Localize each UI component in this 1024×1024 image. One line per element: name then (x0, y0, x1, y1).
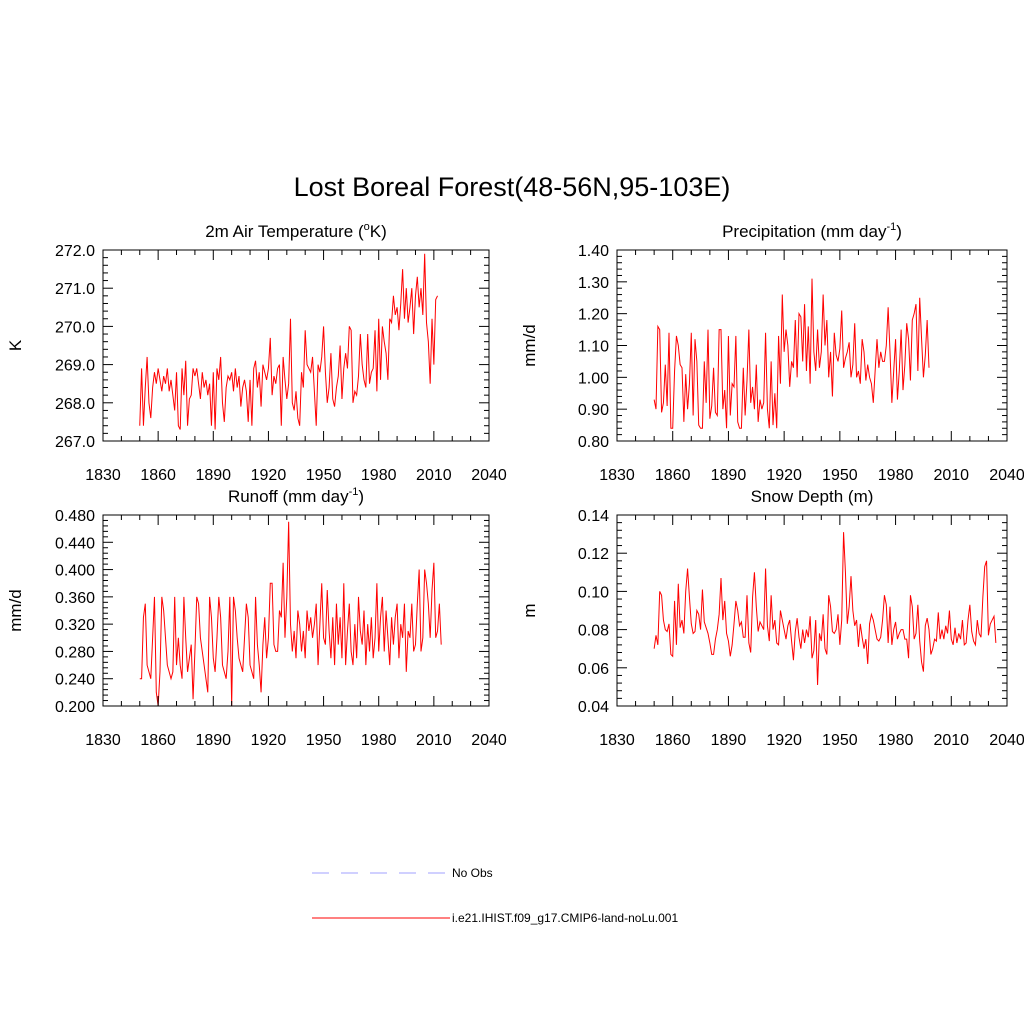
x-tick-label: 1860 (655, 467, 691, 484)
y-tick-label: 0.06 (578, 661, 609, 678)
y-axis-label: mm/d (520, 324, 539, 367)
x-tick-label: 1830 (599, 732, 635, 749)
y-tick-label: 0.12 (578, 546, 609, 563)
legend-obs-label: No Obs (452, 866, 493, 880)
x-tick-label: 1980 (878, 732, 914, 749)
x-tick-label: 1950 (822, 467, 858, 484)
y-tick-label: 0.480 (55, 508, 95, 525)
y-tick-label: 0.10 (578, 584, 609, 601)
y-tick-label: 0.400 (55, 563, 95, 580)
axis-ticks (102, 249, 490, 442)
y-tick-label: 0.240 (55, 672, 95, 689)
y-tick-label: 0.320 (55, 617, 95, 634)
y-tick-label: 1.30 (578, 275, 609, 292)
x-tick-label: 1890 (711, 467, 747, 484)
x-tick-label: 2010 (933, 467, 969, 484)
x-tick-label: 1860 (655, 732, 691, 749)
x-tick-label: 1950 (822, 732, 858, 749)
legend: No Obs i.e21.IHIST.f09_g17.CMIP6-land-no… (312, 866, 678, 925)
x-tick-label: 1920 (766, 467, 802, 484)
y-tick-label: 1.00 (578, 370, 609, 387)
plot-frame (102, 514, 490, 707)
panel-title: Runoff (mm day-1) (228, 486, 364, 506)
x-tick-label: 2010 (416, 467, 452, 484)
y-axis-label: m (520, 603, 539, 617)
plot-frame (102, 249, 490, 442)
y-tick-label: 1.20 (578, 307, 609, 324)
x-tick-label: 1830 (85, 732, 121, 749)
x-tick-label: 1980 (361, 467, 397, 484)
chart-panel-3: Runoff (mm day-1) mm/d 1830 1860 1890 1920 195… (6, 486, 507, 749)
y-tick-label: 1.40 (578, 243, 609, 260)
y-tick-label: 0.280 (55, 644, 95, 661)
y-tick-label: 271.0 (55, 281, 95, 298)
x-tick-label: 2010 (933, 732, 969, 749)
x-tick-label: 2040 (471, 467, 507, 484)
chart-panel-2: Precipitation (mm day-1) mm/d 1830 1860 1890… (520, 221, 1024, 484)
x-tick-label: 1950 (306, 732, 342, 749)
y-tick-label: 0.04 (578, 699, 609, 716)
model-series-line (139, 521, 442, 707)
x-tick-label: 2040 (471, 732, 507, 749)
axis-ticks (102, 514, 490, 707)
x-tick-label: 2010 (416, 732, 452, 749)
chart-panels: 2m Air Temperature (oK) K 1830 1860 1890 1920… (6, 221, 1024, 749)
x-tick-label: 1920 (251, 732, 287, 749)
model-series-line (653, 278, 930, 429)
x-tick-label: 2040 (989, 732, 1024, 749)
x-tick-label: 1860 (140, 467, 176, 484)
y-tick-label: 267.0 (55, 434, 95, 451)
model-series-line (139, 253, 438, 430)
x-tick-label: 1890 (195, 467, 231, 484)
x-tick-label: 1860 (140, 732, 176, 749)
axis-ticks (616, 514, 1008, 707)
y-tick-label: 268.0 (55, 396, 95, 413)
y-tick-label: 0.440 (55, 535, 95, 552)
plot-frame (616, 514, 1008, 707)
y-axis-label: K (6, 339, 25, 351)
x-tick-label: 1920 (251, 467, 287, 484)
chart-panel-4: Snow Depth (m) m 1830 1860 1890 1920 1950 1980 2… (520, 487, 1024, 749)
chart-panel-1: 2m Air Temperature (oK) K 1830 1860 1890 1920… (6, 221, 507, 484)
model-series-line (653, 532, 997, 686)
figure-title: Lost Boreal Forest(48-56N,95-103E) (294, 172, 731, 202)
legend-model-label: i.e21.IHIST.f09_g17.CMIP6-land-noLu.001 (452, 911, 678, 925)
axis-ticks (616, 249, 1008, 442)
panel-title: 2m Air Temperature (oK) (205, 221, 387, 241)
x-tick-label: 1920 (766, 732, 802, 749)
y-tick-label: 0.90 (578, 402, 609, 419)
y-tick-label: 0.80 (578, 434, 609, 451)
x-tick-label: 1890 (711, 732, 747, 749)
x-tick-label: 1890 (195, 732, 231, 749)
panel-title: Precipitation (mm day-1) (722, 221, 902, 241)
x-tick-label: 1830 (85, 467, 121, 484)
y-tick-label: 269.0 (55, 358, 95, 375)
y-tick-label: 0.360 (55, 590, 95, 607)
x-tick-label: 1950 (306, 467, 342, 484)
y-tick-label: 270.0 (55, 319, 95, 336)
x-tick-label: 1980 (361, 732, 397, 749)
y-axis-label: mm/d (6, 589, 25, 632)
y-tick-label: 0.08 (578, 623, 609, 640)
x-tick-label: 1830 (599, 467, 635, 484)
y-tick-label: 0.200 (55, 699, 95, 716)
x-tick-label: 2040 (989, 467, 1024, 484)
y-tick-label: 0.14 (578, 508, 609, 525)
panel-title: Snow Depth (m) (751, 487, 874, 506)
y-tick-label: 1.10 (578, 339, 609, 356)
y-tick-label: 272.0 (55, 243, 95, 260)
x-tick-label: 1980 (878, 467, 914, 484)
